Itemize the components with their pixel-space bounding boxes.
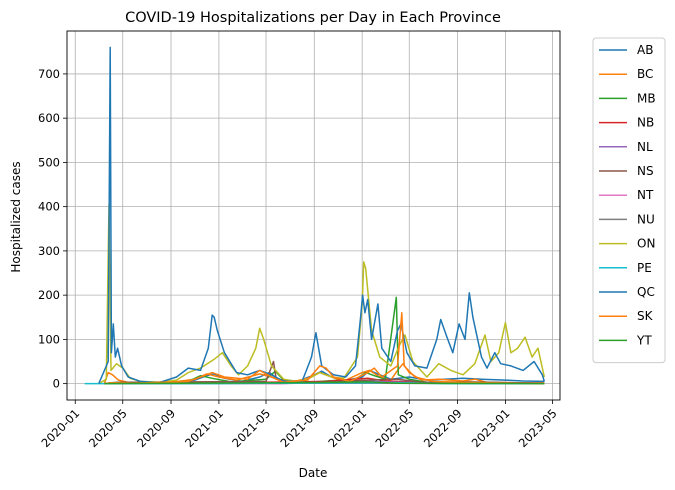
chart-title: COVID-19 Hospitalizations per Day in Eac… [125, 10, 501, 26]
legend-label-on: ON [637, 237, 655, 251]
plot-frame [66, 30, 561, 401]
legend-label-pe: PE [637, 261, 652, 275]
plot-lines [84, 46, 546, 385]
legend-label-ns: NS [637, 164, 654, 178]
y-tick-label: 500 [38, 155, 60, 169]
y-tick-label: 300 [38, 244, 60, 258]
y-tick-label: 600 [38, 111, 60, 125]
y-tick-label: 400 [38, 200, 60, 214]
legend-label-nl: NL [637, 140, 653, 154]
y-axis-label: Hospitalized cases [9, 161, 23, 272]
legend-label-qc: QC [637, 285, 655, 299]
legend-label-mb: MB [637, 91, 656, 105]
series-line-sk [104, 312, 545, 385]
y-tick-label: 700 [38, 67, 60, 81]
y-tick-label: 100 [38, 332, 60, 346]
legend-label-yt: YT [636, 333, 652, 347]
y-tick-label: 0 [53, 377, 60, 391]
y-tick-label: 200 [38, 288, 60, 302]
legend-label-bc: BC [637, 67, 653, 81]
legend-frame [592, 37, 666, 364]
x-axis-label: Date [299, 466, 328, 480]
legend-label-sk: SK [637, 309, 654, 323]
series-line-yt [104, 381, 545, 385]
legend-label-nt: NT [637, 188, 654, 202]
legend-label-ab: AB [637, 43, 653, 57]
legend-label-nb: NB [637, 116, 654, 130]
legend: AB BC MB NB NL NS NT NU ON PE QC SK YT [592, 37, 666, 364]
legend-label-nu: NU [637, 212, 655, 226]
